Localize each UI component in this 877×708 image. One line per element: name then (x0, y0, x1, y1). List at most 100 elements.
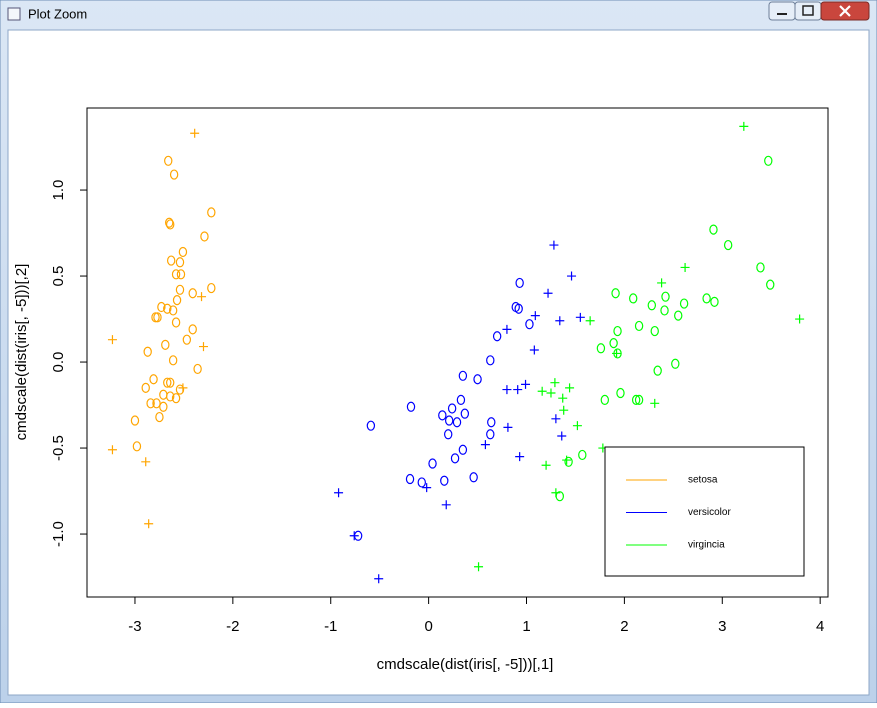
point-circle (149, 374, 158, 385)
point-plus (567, 271, 577, 281)
point-plus (374, 574, 384, 584)
point-circle (428, 458, 437, 469)
point-circle (438, 410, 447, 421)
point-circle (146, 398, 155, 409)
point-plus (565, 383, 575, 393)
point-circle (406, 401, 416, 412)
point-circle (130, 415, 140, 426)
point-circle (764, 155, 773, 166)
point-circle (723, 239, 733, 251)
point-circle (166, 377, 175, 388)
point-circle (492, 331, 502, 342)
point-circle (631, 394, 641, 405)
point-circle (515, 277, 524, 289)
point-circle (486, 355, 495, 366)
point-plus (543, 288, 553, 298)
point-circle (616, 387, 625, 399)
point-circle (175, 284, 185, 295)
point-plus (190, 128, 200, 138)
point-circle (153, 312, 162, 323)
point-plus (558, 393, 568, 403)
point-circle (660, 305, 669, 316)
point-circle (159, 401, 168, 412)
point-circle (366, 420, 376, 431)
x-tick-label: 4 (816, 618, 824, 635)
point-circle (611, 288, 620, 299)
point-plus (141, 457, 151, 467)
point-circle (188, 288, 197, 299)
x-tick-label: -1 (324, 618, 337, 635)
point-circle (609, 338, 618, 349)
point-plus (680, 262, 690, 272)
point-circle (132, 441, 142, 452)
y-tick-label: 0.0 (50, 352, 67, 373)
y-tick-label: -1.0 (50, 521, 67, 547)
point-circle (514, 303, 523, 314)
point-circle (460, 408, 470, 419)
point-circle (634, 320, 644, 332)
point-plus (739, 121, 749, 131)
point-plus (557, 431, 567, 441)
point-circle (207, 282, 216, 294)
point-plus (474, 562, 484, 572)
point-circle (200, 231, 209, 242)
point-circle (650, 325, 659, 337)
point-circle (163, 377, 172, 388)
point-circle (152, 398, 161, 409)
y-axis-label: cmdscale(dist(iris[, -5]))[,2] (13, 264, 30, 441)
point-circle (469, 472, 478, 483)
y-tick-label: 0.5 (50, 266, 67, 287)
point-plus (198, 342, 208, 352)
point-circle (456, 394, 466, 405)
legend-label: versicolor (688, 507, 731, 518)
point-circle (450, 453, 460, 464)
x-tick-label: -3 (128, 618, 141, 635)
point-circle (168, 355, 178, 366)
point-circle (487, 417, 496, 428)
point-circle (671, 358, 680, 369)
legend-label: virgincia (688, 540, 725, 551)
point-plus (550, 378, 560, 388)
point-circle (629, 293, 638, 304)
maximize-button[interactable] (794, 1, 822, 21)
point-plus (549, 240, 559, 250)
point-plus (562, 455, 572, 465)
point-circle (674, 310, 683, 321)
point-circle (709, 224, 718, 235)
point-circle (143, 346, 152, 357)
y-tick-label: 1.0 (50, 180, 67, 201)
point-plus (480, 440, 490, 450)
point-circle (176, 269, 186, 280)
point-circle (596, 343, 606, 354)
point-circle (447, 403, 457, 414)
point-circle (165, 217, 174, 228)
point-circle (578, 449, 587, 461)
point-plus (546, 388, 556, 398)
point-plus (502, 324, 512, 334)
point-plus (349, 531, 359, 541)
minimize-button[interactable] (768, 1, 796, 21)
plot: cmdscale(dist(iris[, -5]))[,1] cmdscale(… (13, 107, 829, 673)
point-circle (661, 291, 670, 302)
client-area (7, 29, 870, 696)
point-circle (166, 391, 175, 402)
point-plus (559, 405, 569, 415)
x-tick-label: 1 (522, 618, 530, 635)
point-circle (157, 301, 166, 313)
legend-label: setosa (688, 475, 718, 486)
point-circle (417, 477, 426, 488)
point-circle (207, 207, 216, 218)
point-plus (795, 314, 805, 324)
point-plus (529, 345, 539, 355)
point-plus (515, 452, 525, 462)
point-plus (334, 488, 344, 498)
point-circle (168, 305, 178, 316)
window-title: Plot Zoom (28, 6, 87, 21)
point-circle (161, 339, 170, 350)
point-plus (555, 316, 565, 326)
x-tick-label: 2 (620, 618, 628, 635)
point-circle (193, 363, 202, 375)
point-circle (171, 317, 181, 328)
y-tick-label: -0.5 (50, 435, 67, 461)
point-circle (458, 370, 468, 381)
